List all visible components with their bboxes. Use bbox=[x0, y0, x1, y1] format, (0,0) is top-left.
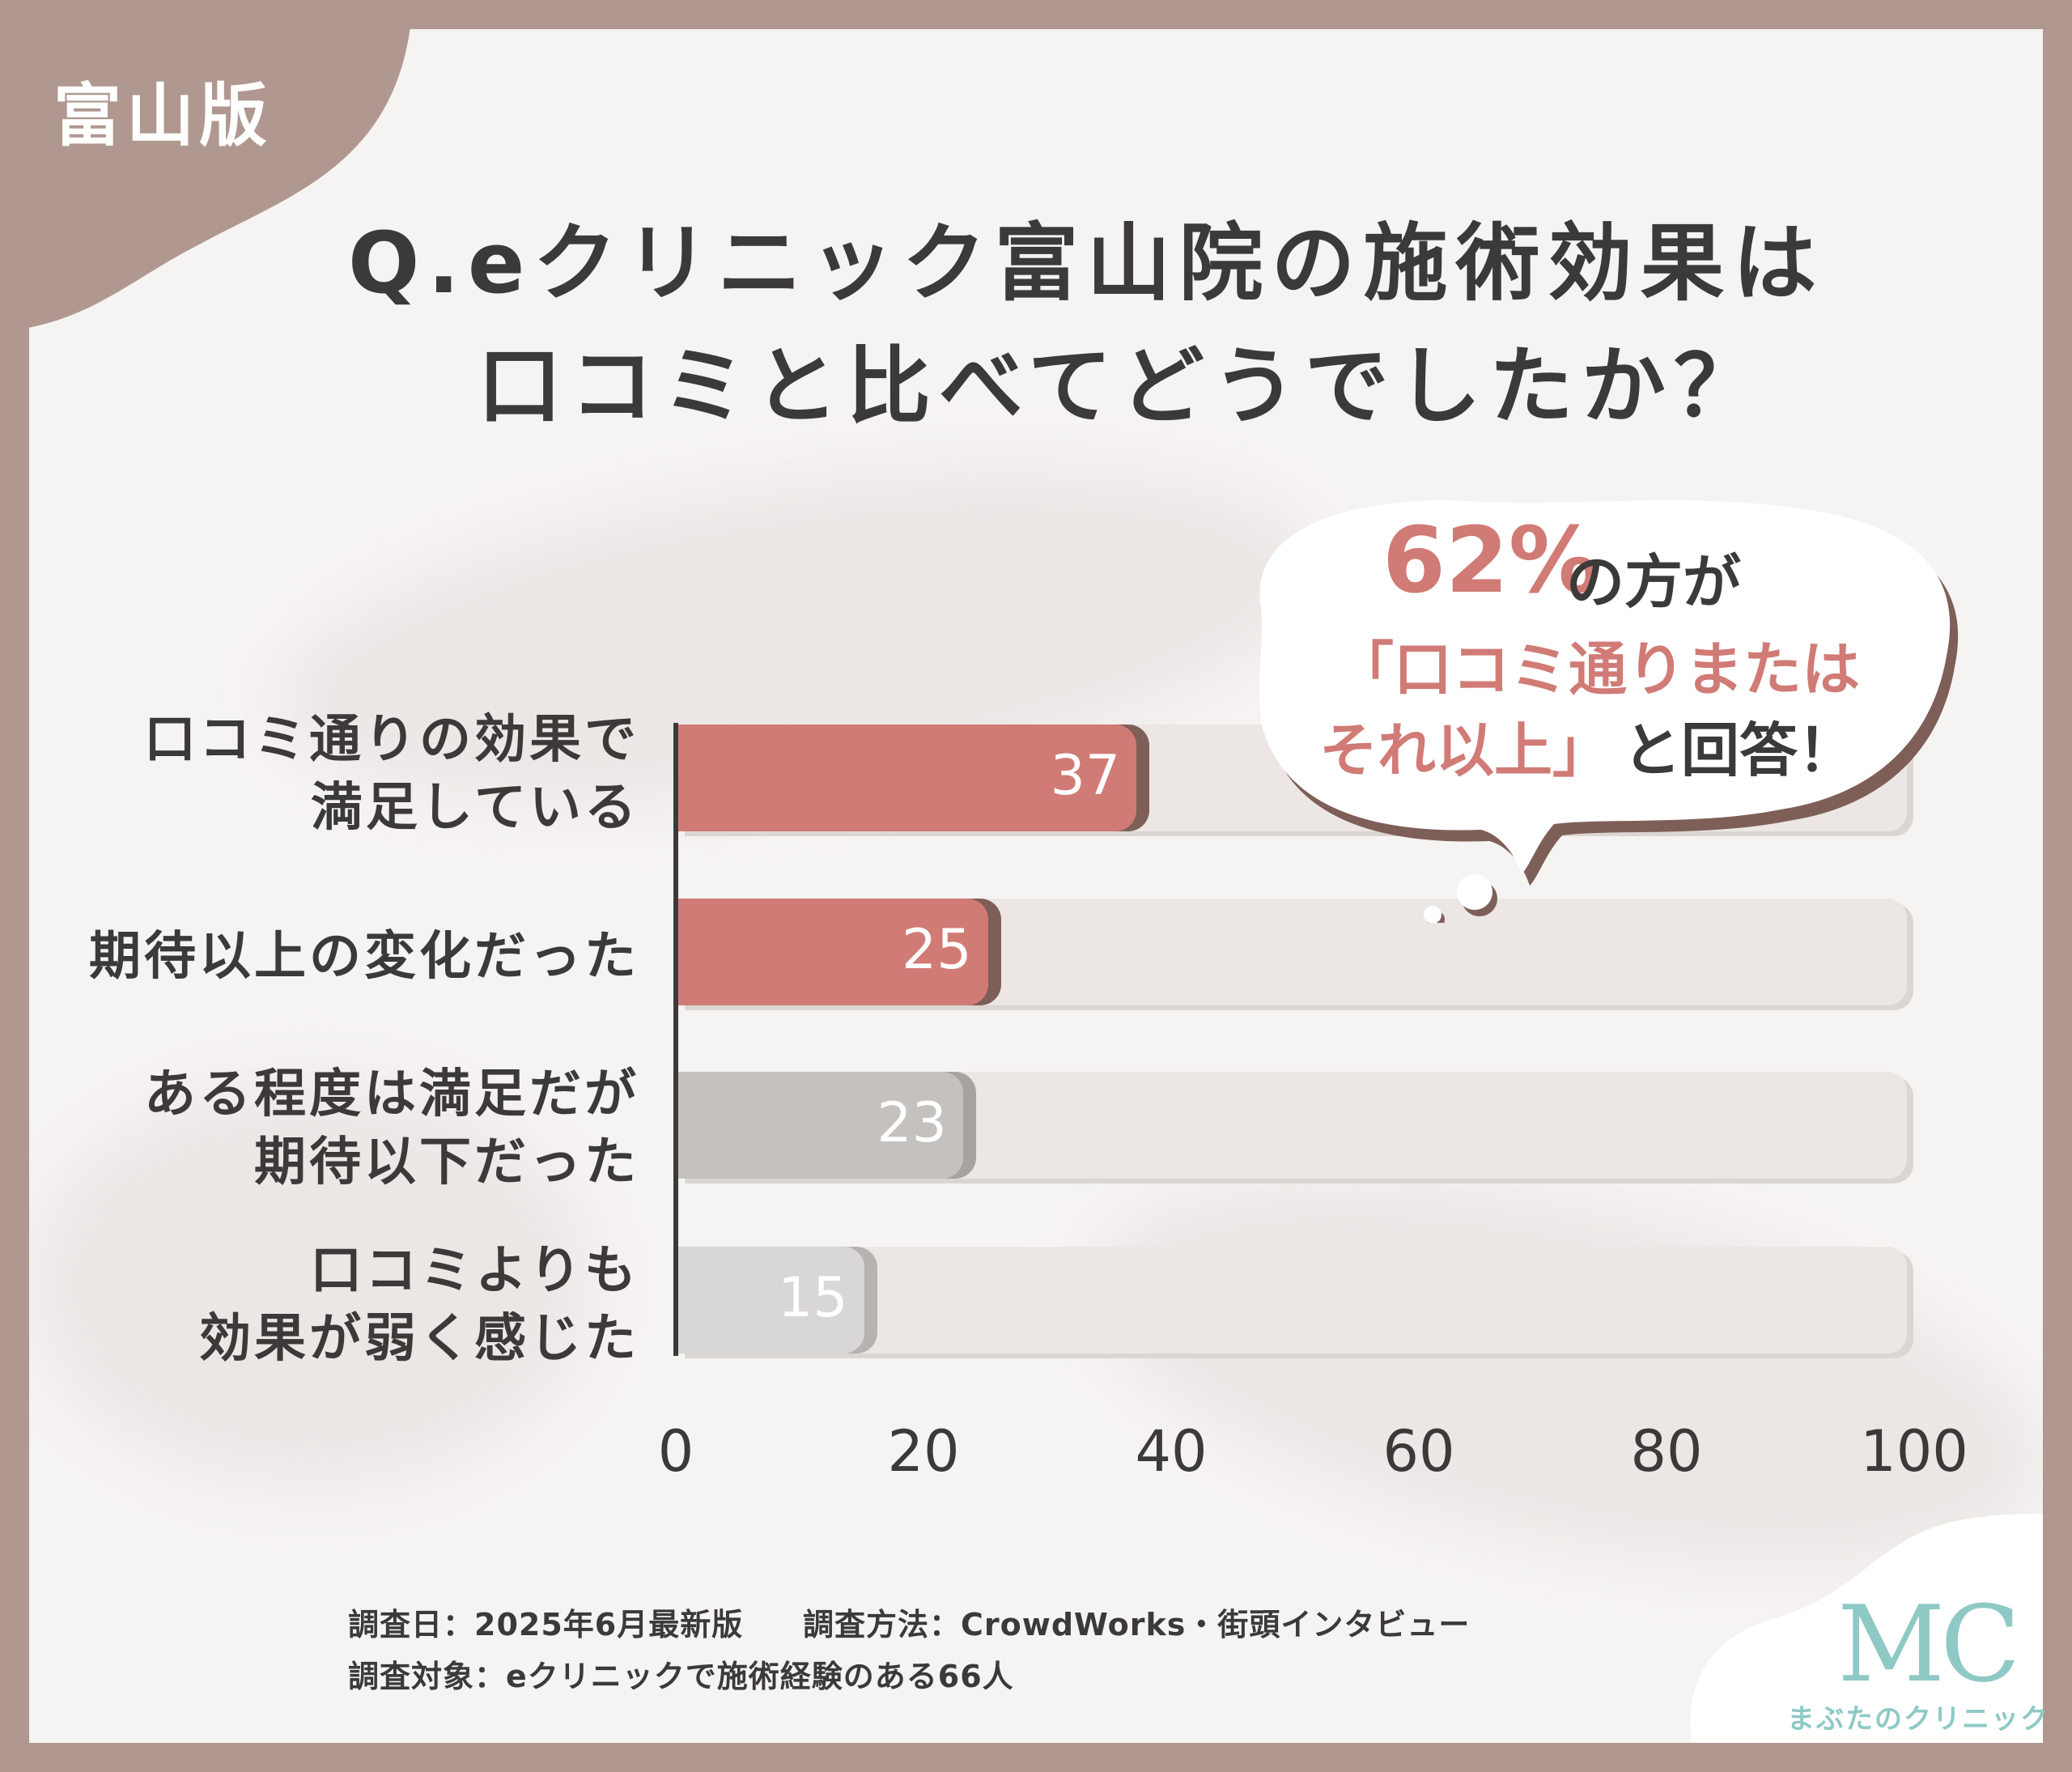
bar-value-label: 15 bbox=[777, 1266, 848, 1330]
category-label: 口コミよりも 効果が弱く感じた bbox=[199, 1241, 639, 1369]
callout-quote-line-1: 「口コミ通りまたは bbox=[1335, 635, 1861, 703]
region-badge: 富山版 bbox=[53, 76, 273, 155]
y-axis-line bbox=[673, 723, 678, 1356]
corner-decoration bbox=[0, 0, 413, 332]
bar-value-label: 25 bbox=[901, 918, 972, 982]
content-card bbox=[29, 29, 2043, 1743]
category-label: 口コミ通りの効果で 満足している bbox=[144, 710, 639, 838]
x-tick-label: 80 bbox=[1630, 1418, 1703, 1485]
bar bbox=[678, 1247, 864, 1353]
x-tick-label: 60 bbox=[1382, 1418, 1455, 1485]
x-tick-label: 40 bbox=[1135, 1418, 1208, 1485]
bar-value-label: 23 bbox=[877, 1091, 947, 1155]
bar bbox=[678, 899, 988, 1005]
survey-method: 調査方法：CrowdWorks・街頭インタビュー bbox=[803, 1607, 1471, 1642]
title-line-1: Q.eクリニック富山院の施術効果は bbox=[348, 214, 1825, 312]
speech-bubble bbox=[1259, 500, 1959, 923]
category-label: ある程度は満足だが 期待以下だった bbox=[144, 1064, 639, 1192]
x-tick-label: 20 bbox=[887, 1418, 960, 1485]
bar-track bbox=[678, 1247, 1907, 1353]
callout-quote-line-2: それ以上」 bbox=[1319, 716, 1611, 784]
x-tick-label: 100 bbox=[1860, 1418, 1968, 1485]
callout-percent: 62% bbox=[1382, 508, 1600, 614]
callout-ending: と回答！ bbox=[1623, 716, 1857, 784]
survey-target: 調査対象：eクリニックで施術経験のある66人 bbox=[348, 1659, 1014, 1694]
title-line-2: 口コミと比べてどうでしたか？ bbox=[478, 337, 1766, 436]
survey-date: 調査日：2025年6月最新版 bbox=[348, 1607, 744, 1642]
logo-monogram: MC bbox=[1837, 1583, 2021, 1706]
bar bbox=[678, 725, 1137, 831]
bar bbox=[678, 1072, 963, 1179]
callout-suffix: の方が bbox=[1566, 548, 1742, 616]
bar-value-label: 37 bbox=[1050, 744, 1121, 808]
category-label: 期待以上の変化だった bbox=[89, 927, 639, 987]
logo-corner bbox=[1690, 1514, 2043, 1743]
x-tick-label: 0 bbox=[657, 1418, 694, 1485]
logo-name: まぶたのクリニック bbox=[1787, 1703, 2049, 1736]
